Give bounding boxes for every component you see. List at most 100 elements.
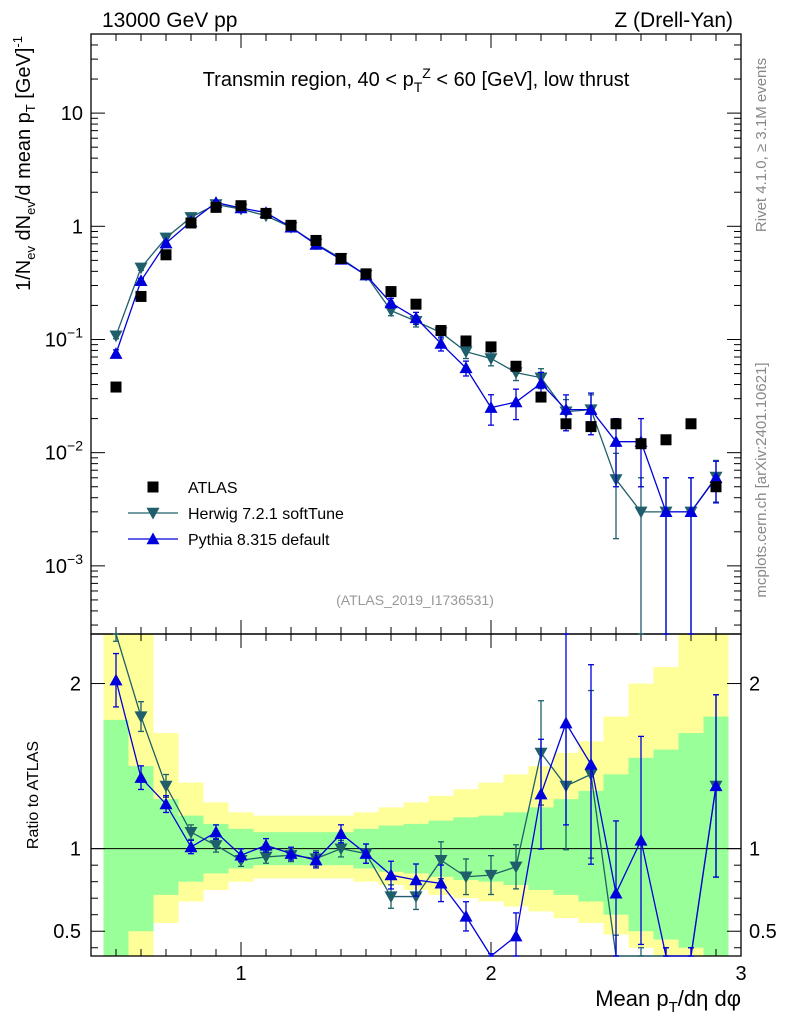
ratio-marker [209,825,223,838]
atlas-point [410,298,422,310]
ratio-marker [259,851,273,864]
ratio-marker [184,840,198,853]
header-right: Z (Drell-Yan) [614,9,733,32]
ratio-marker [584,757,598,770]
header-left: 13000 GeV pp [102,9,237,32]
ratio-marker [259,838,273,851]
ratio-marker [134,711,148,724]
ratio-marker [559,716,573,729]
legend-marker [146,507,160,520]
legend-label: Pythia 8.315 default [188,532,330,549]
y-tick-label: 10−3 [45,551,83,578]
atlas-point [560,418,572,430]
ratio-tick-label-right: 2 [749,674,760,696]
ratio-marker [309,853,323,866]
atlas-point [535,391,547,403]
ratio-marker [509,929,523,942]
ratio-marker [409,873,423,886]
ratio-marker [134,771,148,783]
ratio-marker [484,869,498,882]
data-marks [109,196,723,957]
atlas-point [435,325,447,337]
ratio-marker [459,909,473,922]
atlas-point [460,335,472,347]
ratio-marker [159,780,173,793]
series-marker [109,330,123,343]
stat-band-23 [678,733,704,948]
ratio-tick-label: 0.5 [53,921,81,943]
legend-atlas-label: ATLAS [188,480,238,497]
atlas-point [185,217,197,229]
atlas-point [335,252,347,264]
ratio-marker [284,847,298,859]
series-marker [134,274,148,286]
ratio-marker [359,847,373,859]
ratio-marker [384,868,398,881]
series-marker [484,401,498,413]
stat-band-0 [103,719,129,956]
atlas-point [685,418,697,430]
stat-band-2 [153,799,179,895]
series-marker [634,506,648,519]
ratio-tick-label: 2 [70,674,81,696]
ratio-tick-label-right: 1 [749,839,760,861]
series-line-main [115,203,717,513]
series-marker [584,403,598,415]
atlas-point [285,219,297,231]
series-marker [609,435,623,447]
y-tick-label: 1 [72,216,83,238]
series-marker [109,347,123,359]
ratio-marker [109,673,123,686]
atlas-point [360,268,372,280]
x-tick-label: 3 [735,963,746,985]
legend-label: Herwig 7.2.1 softTune [188,506,344,523]
atlas-point [635,438,647,450]
atlas-point [610,418,622,430]
ratio-marker [609,886,623,899]
legend: ATLAS Herwig 7.2.1 softTune Pythia 8.315 d… [128,480,344,549]
ratio-marker [709,779,723,792]
ratio-marker [534,787,548,800]
ratio-marker [159,797,173,810]
ratio-marker [334,843,348,856]
series-marker [559,403,573,415]
y-tick-label: 10−1 [45,324,83,351]
analysis-tag: (ATLAS_2019_I1736531) [336,592,494,608]
atlas-point [235,200,247,212]
series-marker [409,311,423,324]
series-marker [684,505,698,518]
series-marker [434,337,448,349]
ratio-marker [234,848,248,861]
ratio-marker [509,861,523,874]
y-tick-label: 10−2 [45,438,83,465]
series-marker [134,262,148,275]
atlas-point [660,434,672,446]
atlas-point [510,360,522,372]
ratio-marker [209,840,223,852]
atlas-point [710,481,722,493]
series-marker [459,361,473,374]
atlas-point [485,341,497,353]
series-line-main [115,201,717,513]
stat-band-22 [653,749,679,940]
ratio-tick-label: 1 [70,839,81,861]
ratio-tick-label-right: 0.5 [749,921,777,943]
series-marker [484,353,498,365]
atlas-point [135,290,147,302]
atlas-point [160,249,172,261]
series-marker [384,305,398,318]
series-marker [509,395,523,408]
chart-title: Transmin region, 40 < pTZ < 60 [GeV], lo… [203,65,630,95]
mcplots-label: mcplots.cern.ch [arXiv:2401.10621] [753,362,770,597]
atlas-point [260,207,272,219]
series-marker [159,236,173,249]
legend-marker [146,532,160,545]
ratio-marker [184,826,198,839]
ratio-marker [334,827,348,840]
atlas-point [585,421,597,433]
rivet-label: Rivet 4.1.0, ≥ 3.1M events [753,58,770,232]
ratio-marker [459,871,473,884]
atlas-point [210,201,222,213]
series-marker [709,471,723,483]
